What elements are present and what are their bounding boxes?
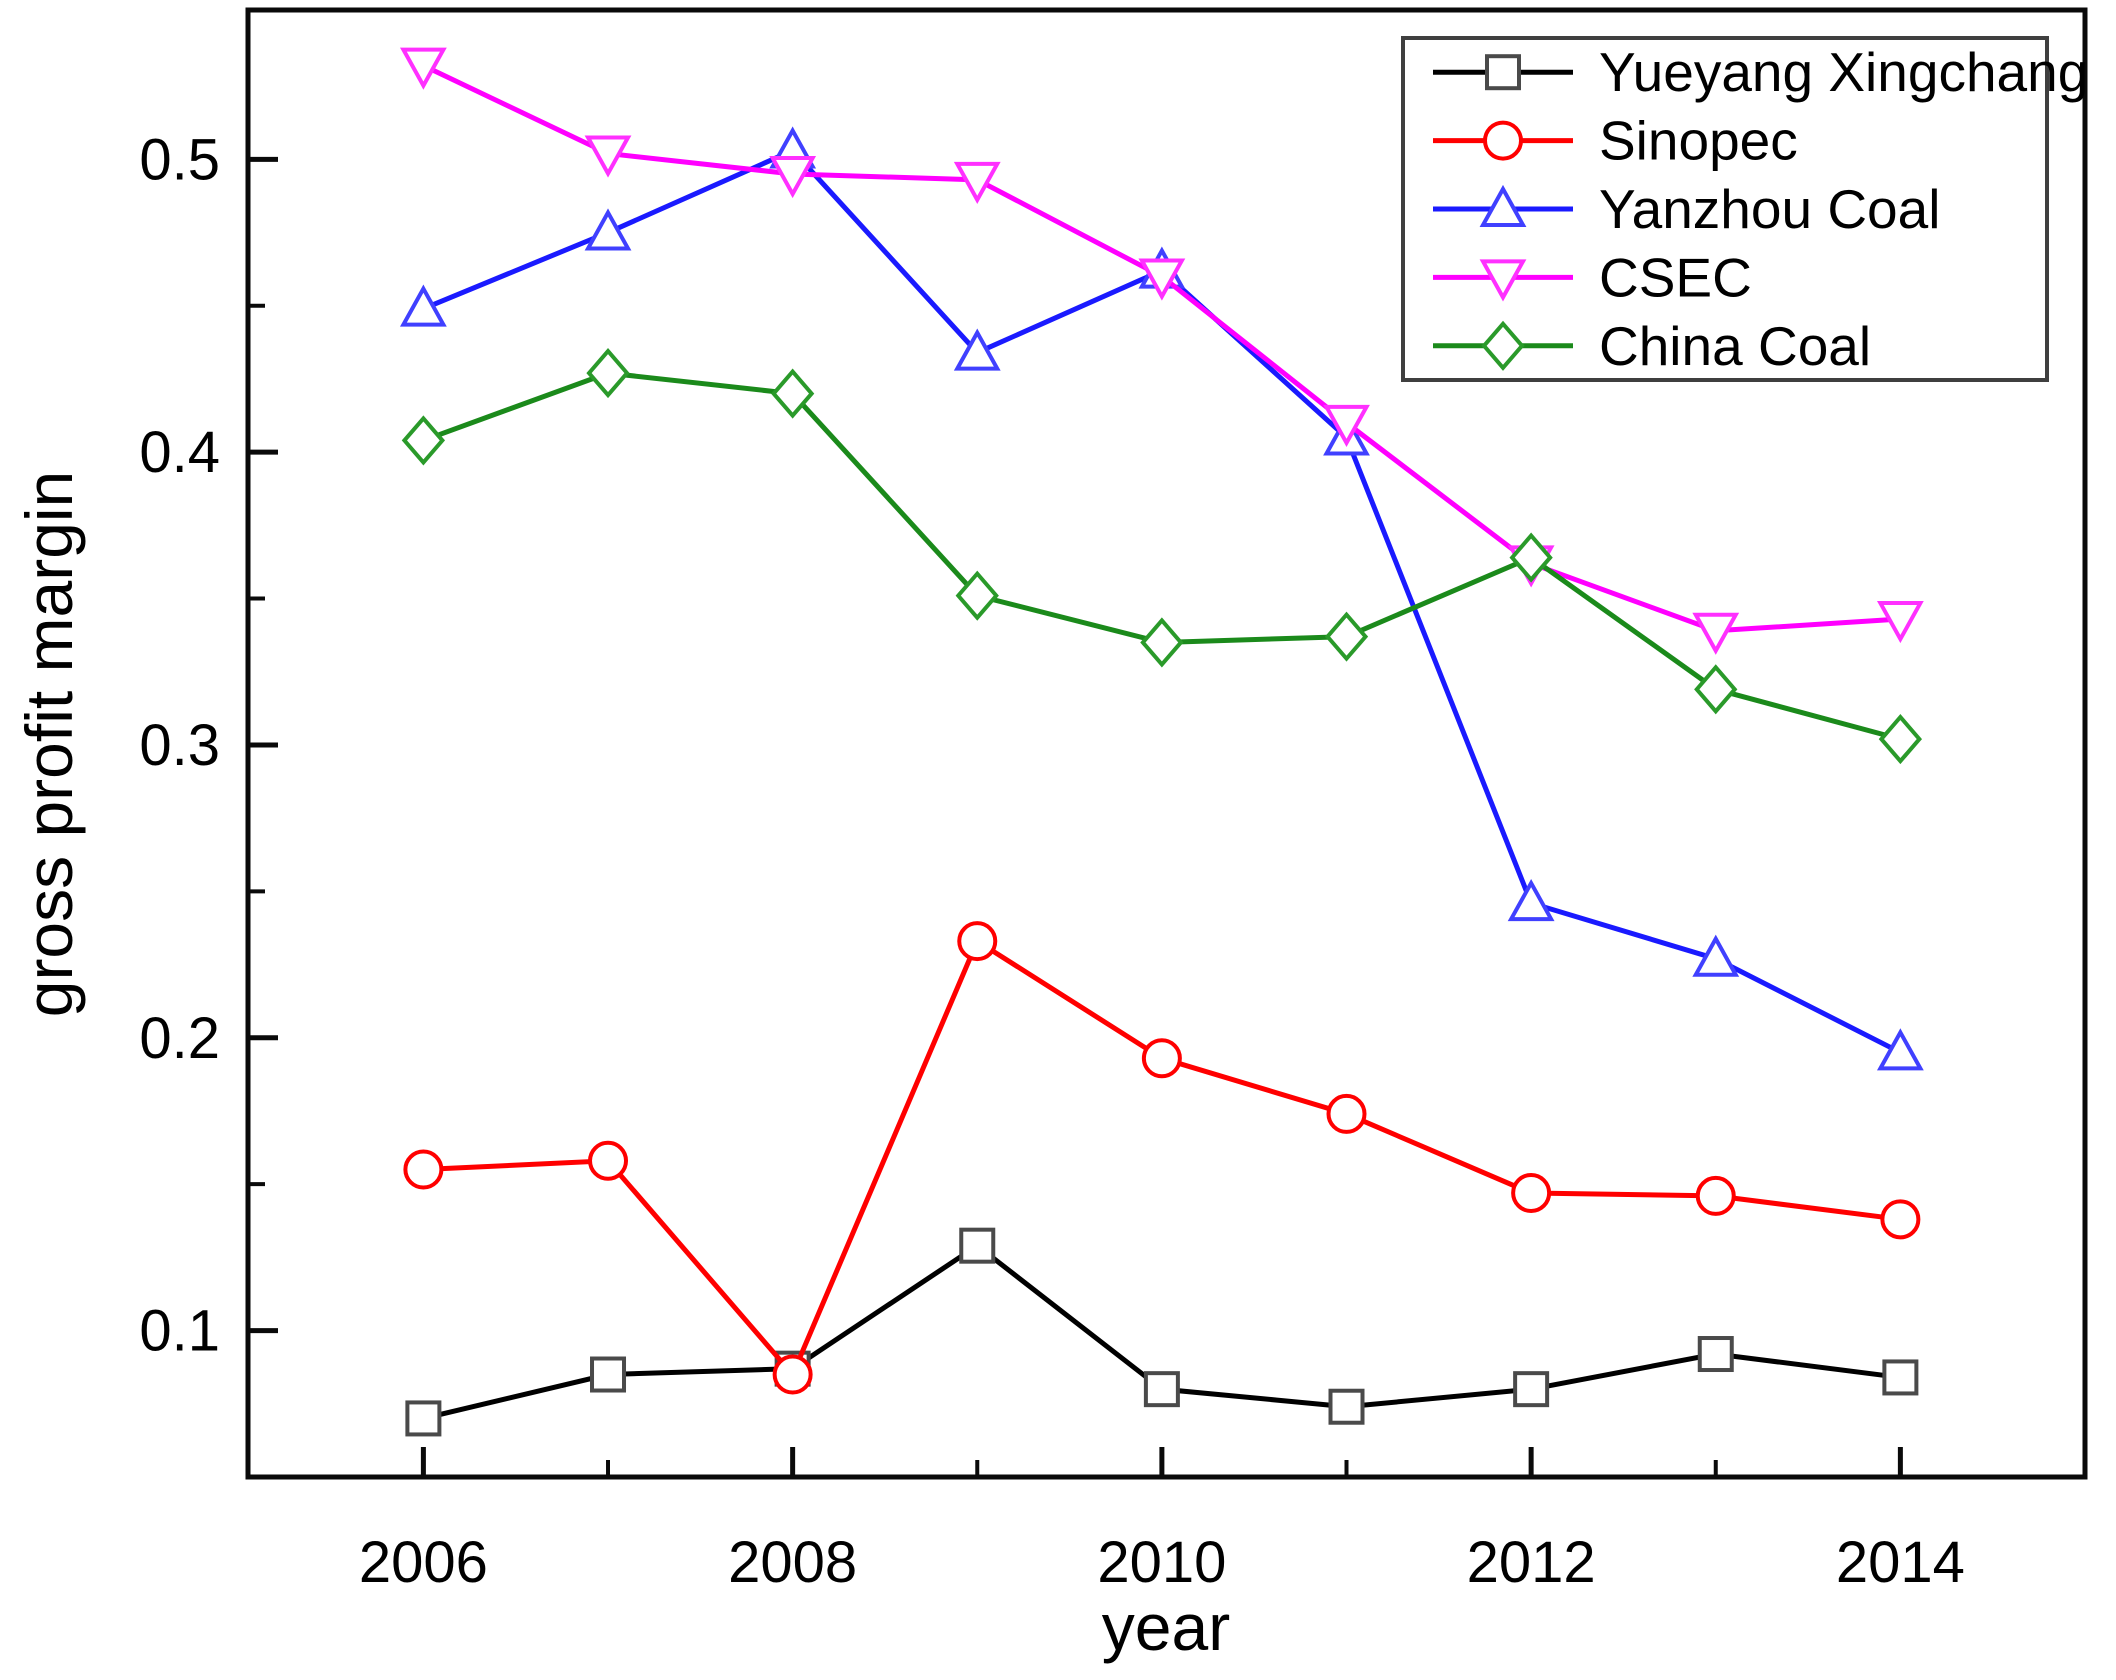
data-point-marker (1481, 320, 1525, 371)
series-sinopec (403, 921, 1921, 1395)
data-point-marker (1143, 1371, 1180, 1408)
data-point-marker (953, 328, 1001, 371)
legend-label: Sinopec (1599, 110, 1798, 172)
data-point-marker (955, 570, 999, 621)
data-point-marker (957, 921, 998, 962)
y-tick-label: 0.3 (139, 713, 220, 778)
data-point-marker (590, 1356, 627, 1393)
legend-entry-csec: CSEC (1433, 246, 1752, 308)
x-tick-label: 2008 (728, 1530, 857, 1595)
data-point-marker (1511, 1172, 1552, 1213)
legend-label: China Coal (1599, 315, 1871, 377)
data-point-marker (959, 1227, 996, 1264)
data-point-marker (1326, 1093, 1367, 1134)
data-point-marker (1138, 258, 1186, 301)
data-point-marker (403, 1149, 444, 1190)
data-point-marker (584, 208, 632, 251)
y-tick-label: 0.2 (139, 1006, 220, 1071)
x-tick-labels: 2006 2008 2010 2012 2014 (359, 1530, 1965, 1595)
legend-label: Yueyang Xingchang (1599, 41, 2088, 103)
data-point-marker (1140, 617, 1184, 668)
x-axis-title: year (1102, 1590, 1230, 1664)
axis-ticks (248, 156, 1903, 1477)
data-point-marker (1328, 1388, 1365, 1425)
data-point-marker (1509, 532, 1553, 583)
legend-label: CSEC (1599, 246, 1752, 308)
data-point-marker (399, 47, 447, 90)
legend-entry-yueyang-xingchang: Yueyang Xingchang (1433, 41, 2088, 103)
data-point-marker (1692, 612, 1740, 655)
y-axis-title: gross profit margin (12, 471, 86, 1018)
data-point-marker (584, 135, 632, 178)
legend-entry-yanzhou-coal: Yanzhou Coal (1433, 178, 1940, 240)
data-point-marker (1479, 184, 1527, 227)
y-tick-label: 0.4 (139, 420, 220, 485)
data-point-marker (1485, 54, 1521, 91)
data-point-marker (405, 1400, 442, 1437)
data-point-marker (1141, 1038, 1182, 1079)
series-yueyang-xingchang (405, 1227, 1919, 1437)
data-point-marker (770, 368, 815, 419)
data-point-marker (1483, 120, 1523, 161)
data-point-marker (586, 348, 630, 399)
data-point-marker (1876, 1028, 1924, 1071)
data-point-marker (953, 161, 1001, 204)
data-point-marker (1324, 611, 1369, 662)
data-point-marker (588, 1140, 629, 1181)
series-china-coal (401, 348, 1923, 765)
series-line (423, 937, 1901, 1380)
x-tick-label: 2014 (1836, 1530, 1965, 1595)
data-series (399, 47, 1924, 1437)
data-point-marker (1692, 934, 1740, 977)
data-point-marker (399, 284, 447, 327)
data-point-marker (1876, 601, 1924, 644)
data-point-marker (1697, 1336, 1734, 1373)
series-line (422, 370, 1902, 742)
data-point-marker (1878, 714, 1923, 765)
x-tick-label: 2006 (359, 1530, 488, 1595)
data-point-marker (401, 415, 446, 466)
y-tick-labels: 0.1 0.2 0.3 0.4 0.5 (139, 127, 220, 1363)
data-point-marker (1694, 664, 1738, 715)
data-point-marker (1513, 1371, 1550, 1408)
data-point-marker (1882, 1359, 1919, 1396)
y-tick-label: 0.1 (139, 1299, 220, 1364)
data-point-marker (769, 155, 817, 199)
data-point-marker (1479, 259, 1527, 302)
data-point-marker (1695, 1175, 1736, 1216)
data-point-marker (1507, 878, 1555, 922)
y-tick-label: 0.5 (139, 127, 220, 192)
data-point-marker (1880, 1199, 1921, 1240)
x-tick-label: 2012 (1467, 1530, 1596, 1595)
data-point-marker (772, 1354, 813, 1395)
x-tick-label: 2010 (1097, 1530, 1226, 1595)
legend-entry-sinopec: Sinopec (1433, 110, 1798, 172)
legend-label: Yanzhou Coal (1599, 178, 1940, 240)
data-point-marker (1323, 404, 1370, 447)
legend-entry-china-coal: China Coal (1433, 315, 1871, 377)
